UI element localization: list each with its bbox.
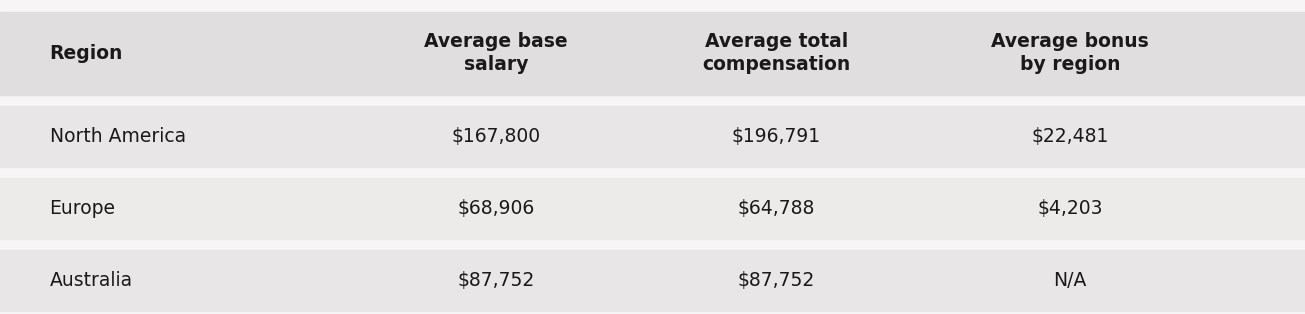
Text: $64,788: $64,788 — [737, 199, 816, 218]
Text: North America: North America — [50, 127, 185, 146]
Bar — [0, 250, 1305, 311]
Text: Average total
compensation: Average total compensation — [702, 32, 851, 74]
Text: Australia: Australia — [50, 271, 133, 290]
Text: $68,906: $68,906 — [457, 199, 535, 218]
Bar — [0, 178, 1305, 239]
Bar — [0, 106, 1305, 167]
Text: Region: Region — [50, 44, 123, 63]
Text: $22,481: $22,481 — [1031, 127, 1109, 146]
Text: Average bonus
by region: Average bonus by region — [992, 32, 1148, 74]
Text: $167,800: $167,800 — [452, 127, 540, 146]
Bar — [0, 12, 1305, 95]
Text: $87,752: $87,752 — [737, 271, 816, 290]
Text: $4,203: $4,203 — [1037, 199, 1103, 218]
Text: $196,791: $196,791 — [732, 127, 821, 146]
Text: Europe: Europe — [50, 199, 116, 218]
Text: $87,752: $87,752 — [457, 271, 535, 290]
Text: Average base
salary: Average base salary — [424, 32, 568, 74]
Text: N/A: N/A — [1053, 271, 1087, 290]
